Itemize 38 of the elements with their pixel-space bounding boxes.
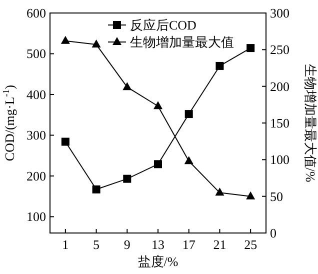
point (154, 101, 162, 110)
point (122, 82, 132, 90)
x-tick-label: 9 (124, 237, 130, 252)
y2-tick-label: 50 (270, 188, 283, 204)
point (216, 62, 224, 70)
y-tick-label: 600 (26, 6, 46, 20)
point (60, 36, 70, 44)
y-tick-label: 100 (26, 209, 46, 224)
point (92, 40, 101, 48)
x-tick-label: 17 (182, 237, 196, 252)
x-tick-label: 13 (152, 237, 164, 252)
x-tick-label: 5 (93, 237, 100, 252)
point (154, 160, 162, 168)
y2-axis-title: 生物增加量最大值/% (303, 64, 318, 182)
y2-tick-label: 200 (270, 78, 290, 94)
y2-tick-label: 300 (270, 6, 290, 20)
point (215, 188, 224, 196)
x-axis-title: 盐度/% (138, 254, 178, 269)
y-tick-label: 400 (26, 86, 46, 102)
legend-label: 生物增加量最大值 (130, 34, 234, 50)
point (246, 191, 256, 200)
point (123, 174, 132, 183)
y-tick-label: 300 (26, 128, 46, 143)
y2-tick-label: 250 (270, 42, 290, 58)
x-tick-label: 21 (213, 237, 226, 252)
y2-tick-label: 100 (270, 152, 290, 168)
x-tick-label: 1 (62, 237, 69, 252)
point (184, 156, 194, 164)
point (61, 138, 70, 146)
point (246, 44, 255, 52)
x-tick-label: 25 (244, 237, 258, 252)
legend-label: 反应后COD (130, 18, 196, 32)
y2-tick-label: 0 (270, 226, 276, 240)
y-tick-label: 200 (26, 168, 46, 184)
y-tick-label: 500 (26, 46, 46, 62)
y2-tick-label: 150 (270, 116, 290, 130)
point (92, 185, 100, 194)
point (184, 110, 193, 118)
